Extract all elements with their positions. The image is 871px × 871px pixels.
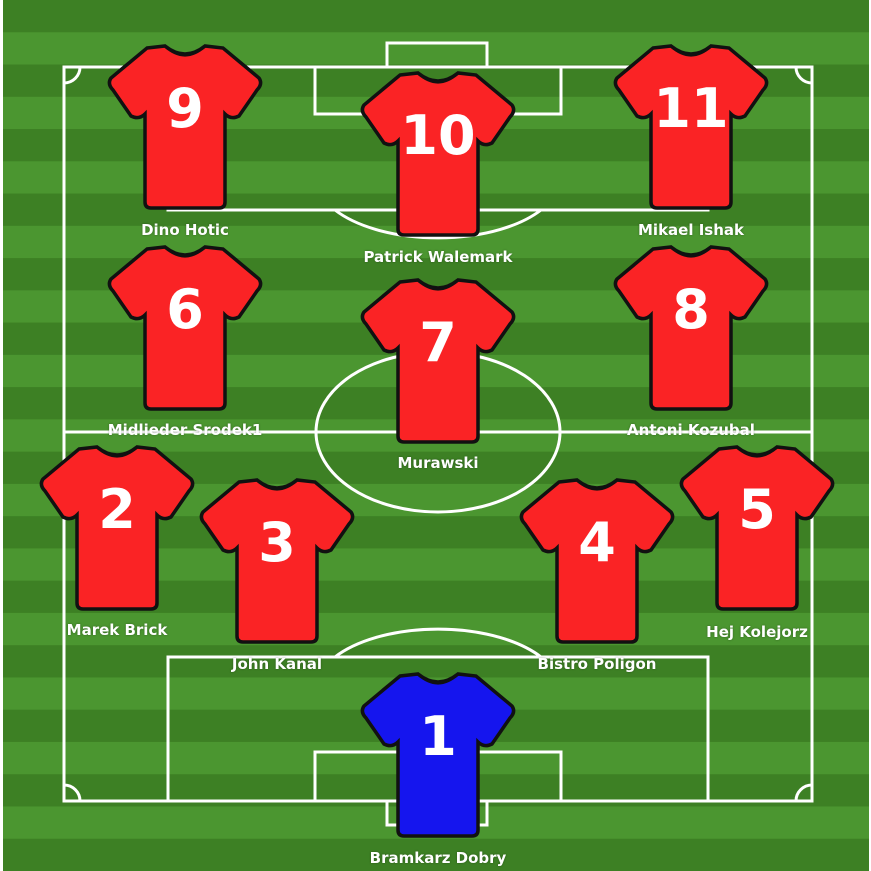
corner-arc-top-left (63, 66, 82, 85)
grass-stripe (3, 0, 869, 33)
shirt-icon (679, 445, 835, 611)
player-card[interactable]: 3 John Kanal (197, 476, 357, 676)
top-penalty-arc (334, 208, 542, 240)
shirt-icon (107, 245, 263, 411)
top-goal (385, 41, 489, 69)
corner-arc-top-right (794, 66, 813, 85)
shirt-icon (107, 44, 263, 210)
shirt-number: 3 (258, 511, 296, 574)
shirt-number: 9 (166, 77, 204, 140)
shirt-icon (39, 445, 195, 611)
shirt-icon (613, 44, 769, 210)
shirt-number: 11 (653, 77, 729, 140)
grass-stripe (3, 838, 869, 871)
player-name: Midlieder Srodek1 (107, 421, 263, 439)
player-name: Marek Brick (66, 621, 168, 639)
shirt-icon (360, 672, 516, 838)
player-card[interactable]: 5 Hej Kolejorz (677, 443, 837, 643)
player-name: Patrick Walemark (363, 248, 513, 266)
player-card[interactable]: 11 Mikael Ishak (611, 42, 771, 242)
shirt-icon (613, 245, 769, 411)
player-name: Murawski (397, 454, 479, 472)
player-name: Bramkarz Dobry (369, 849, 507, 867)
shirt-icon (360, 71, 516, 237)
player-name: Antoni Kozubal (627, 421, 755, 439)
shirt-icon (199, 478, 355, 644)
player-card[interactable]: 6 Midlieder Srodek1 (105, 243, 265, 443)
shirt-number: 1 (419, 705, 457, 768)
corner-arc-bottom-left (63, 783, 82, 802)
player-card[interactable]: 1 Bramkarz Dobry (358, 670, 518, 870)
player-name: John Kanal (231, 655, 323, 673)
player-name: Dino Hotic (141, 221, 229, 239)
shirt-icon (360, 278, 516, 444)
player-card[interactable]: 9 Dino Hotic (105, 42, 265, 242)
shirt-number: 2 (98, 478, 136, 541)
bottom-penalty-arc (334, 627, 542, 659)
shirt-number: 6 (166, 278, 204, 341)
shirt-icon (519, 478, 675, 644)
shirt-number: 5 (738, 478, 776, 541)
player-card[interactable]: 2 Marek Brick (37, 443, 197, 643)
shirt-number: 7 (419, 311, 457, 374)
grass-stripe (3, 645, 869, 679)
player-name: Hej Kolejorz (706, 623, 808, 641)
shirt-number: 4 (578, 511, 616, 574)
player-card[interactable]: 8 Antoni Kozubal (611, 243, 771, 443)
shirt-number: 8 (672, 278, 710, 341)
shirt-number: 10 (400, 104, 476, 167)
player-name: Bistro Poligon (537, 655, 657, 673)
player-card[interactable]: 10 Patrick Walemark (358, 69, 518, 269)
player-card[interactable]: 7 Murawski (358, 276, 518, 476)
player-name: Mikael Ishak (638, 221, 744, 239)
corner-arc-bottom-right (794, 783, 813, 802)
player-card[interactable]: 4 Bistro Poligon (517, 476, 677, 676)
